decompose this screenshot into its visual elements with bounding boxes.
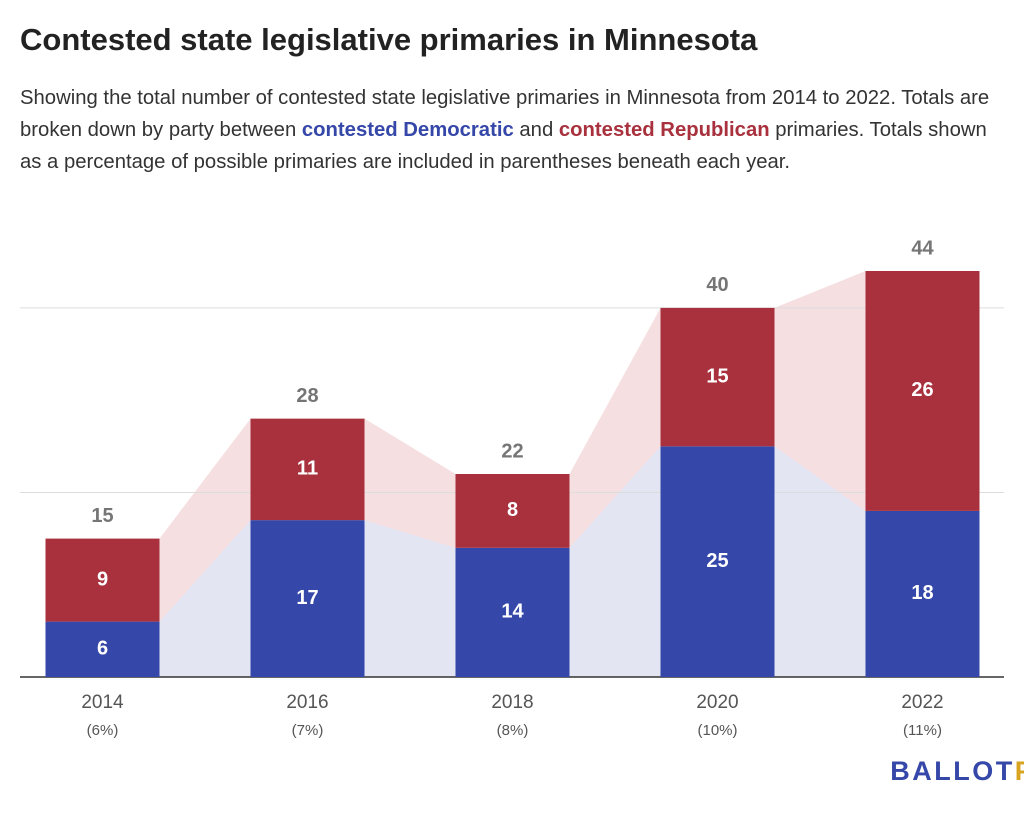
series-name: contested Democratic bbox=[301, 119, 514, 141]
bar-segment bbox=[660, 446, 775, 677]
subtitle-text: primaries. Totals shown as a percentage … bbox=[20, 119, 987, 173]
chart-title: Contested state legislative primaries in… bbox=[20, 22, 758, 57]
x-tick-note: (8%) bbox=[497, 722, 529, 739]
total-label: 15 bbox=[91, 505, 113, 527]
bar-segment bbox=[45, 538, 160, 622]
total-label: 40 bbox=[706, 274, 728, 296]
x-tick-label: 2018 bbox=[491, 692, 533, 713]
value-label: 26 bbox=[911, 379, 933, 401]
bar-segment bbox=[660, 307, 775, 447]
logo: BALLOTPEDIA bbox=[890, 756, 1024, 786]
bar-segment bbox=[455, 474, 570, 548]
dem-area bbox=[159, 520, 251, 677]
logo-part: BALLOT bbox=[890, 756, 1014, 786]
bar-segment bbox=[45, 621, 160, 677]
x-tick-note: (11%) bbox=[903, 722, 942, 739]
chart-subtitle: Showing the total number of contested st… bbox=[20, 82, 1010, 178]
bar-segment bbox=[455, 547, 570, 677]
value-label: 8 bbox=[507, 499, 518, 521]
x-tick-label: 2020 bbox=[696, 692, 738, 713]
bar-segment bbox=[865, 271, 980, 511]
subtitle-text: and bbox=[513, 119, 559, 141]
value-label: 11 bbox=[297, 458, 318, 480]
bar-segment bbox=[250, 418, 365, 521]
value-label: 25 bbox=[706, 550, 728, 572]
total-label: 28 bbox=[296, 385, 318, 407]
dem-area bbox=[569, 446, 661, 677]
x-tick-note: (7%) bbox=[292, 722, 324, 739]
x-tick-note: (6%) bbox=[87, 722, 119, 739]
x-tick-label: 2014 bbox=[81, 692, 124, 713]
x-tick-note: (10%) bbox=[697, 722, 737, 739]
dem-area bbox=[774, 446, 866, 677]
value-label: 17 bbox=[296, 587, 318, 609]
value-label: 15 bbox=[706, 365, 728, 387]
value-label: 9 bbox=[97, 568, 108, 590]
value-label: 6 bbox=[97, 638, 108, 660]
bar-segment bbox=[865, 510, 980, 677]
subtitle-text: Showing the total number of contested st… bbox=[20, 87, 990, 141]
x-tick-label: 2016 bbox=[286, 692, 328, 713]
total-label: 44 bbox=[911, 237, 934, 259]
total-label: 22 bbox=[501, 440, 523, 462]
logo-part: PEDIA bbox=[1015, 756, 1024, 786]
dem-area bbox=[364, 520, 456, 677]
value-label: 18 bbox=[911, 582, 933, 604]
series-name: contested Republican bbox=[558, 119, 770, 141]
x-tick-label: 2022 bbox=[901, 692, 943, 713]
bar-segment bbox=[250, 520, 365, 677]
value-label: 14 bbox=[501, 601, 524, 623]
